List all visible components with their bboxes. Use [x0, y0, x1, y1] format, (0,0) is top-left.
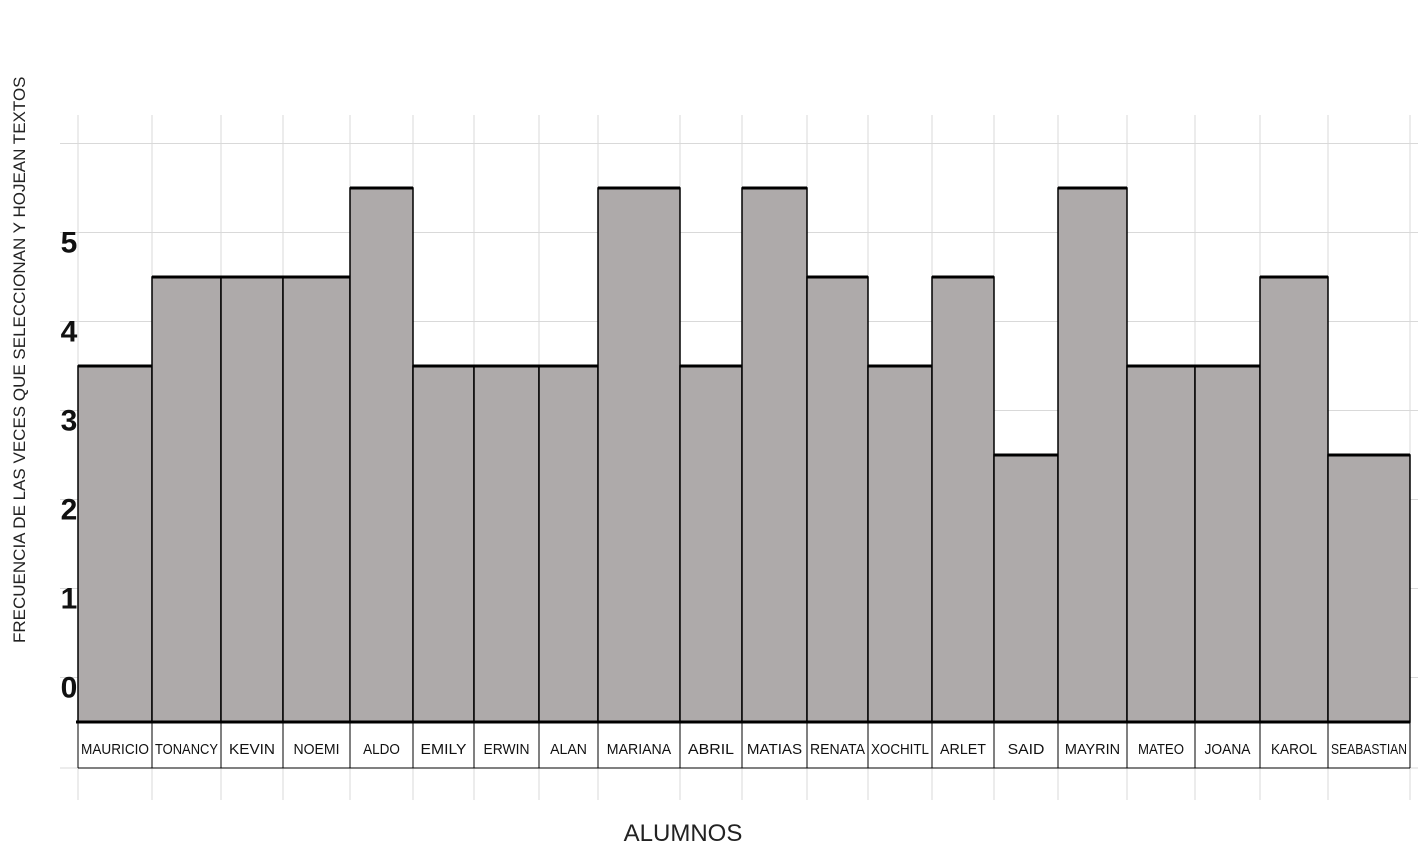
y-tick-label: 1: [61, 583, 78, 616]
category-label: KAROL: [1271, 741, 1317, 758]
category-label: MATIAS: [747, 741, 802, 758]
category-label: ALDO: [363, 741, 400, 758]
category-label: ALAN: [550, 741, 587, 758]
bar: [741, 187, 808, 723]
bar: [349, 187, 414, 723]
category-label: XOCHITL: [871, 741, 929, 758]
category-table: MAURICIO TONANCY KEVIN NOEMI ALDO EMILY ERWIN A…: [77, 722, 1411, 769]
category-label: MATEO: [1138, 741, 1184, 758]
category-label: EMILY: [421, 741, 467, 758]
bar: [1259, 276, 1329, 723]
bar: [1327, 454, 1411, 723]
y-tick-labels: 0 1 2 3 4 5: [61, 227, 78, 705]
category-label: RENATA: [810, 741, 865, 758]
bar: [220, 276, 284, 723]
y-axis-label: FRECUENCIA DE LAS VECES QUE SELECCIONAN …: [10, 76, 29, 643]
category-label: MAURICIO: [81, 741, 149, 758]
bar: [282, 276, 351, 723]
category-label: NOEMI: [294, 741, 340, 758]
category-label: TONANCY: [155, 741, 218, 758]
bar: [538, 365, 599, 723]
bar: [1057, 187, 1128, 723]
bar: [806, 276, 869, 723]
y-tick-label: 3: [61, 405, 78, 438]
bar: [77, 365, 153, 723]
x-axis-label: ALUMNOS: [624, 820, 743, 846]
y-tick-label: 0: [61, 672, 78, 705]
y-tick-label: 2: [61, 494, 78, 527]
category-label: ERWIN: [484, 741, 530, 758]
category-label: JOANA: [1205, 741, 1251, 758]
bar: [151, 276, 222, 723]
category-label: MAYRIN: [1065, 741, 1120, 758]
category-label: ARLET: [940, 741, 986, 758]
bar: [679, 365, 743, 723]
bar: [473, 365, 540, 723]
bar: [1194, 365, 1261, 723]
bar: [867, 365, 933, 723]
bar: [597, 187, 681, 723]
category-label: ABRIL: [688, 741, 734, 758]
bar: [1126, 365, 1196, 723]
category-label: KEVIN: [229, 741, 275, 758]
bar: [412, 365, 475, 723]
category-label: SAID: [1008, 741, 1045, 758]
y-tick-label: 5: [61, 227, 78, 260]
bars: [76, 186, 1411, 724]
y-tick-label: 4: [61, 316, 78, 349]
category-label: MARIANA: [607, 741, 671, 758]
category-label: SEABASTIAN: [1331, 741, 1407, 758]
bar: [931, 276, 995, 723]
bar: [993, 454, 1059, 723]
